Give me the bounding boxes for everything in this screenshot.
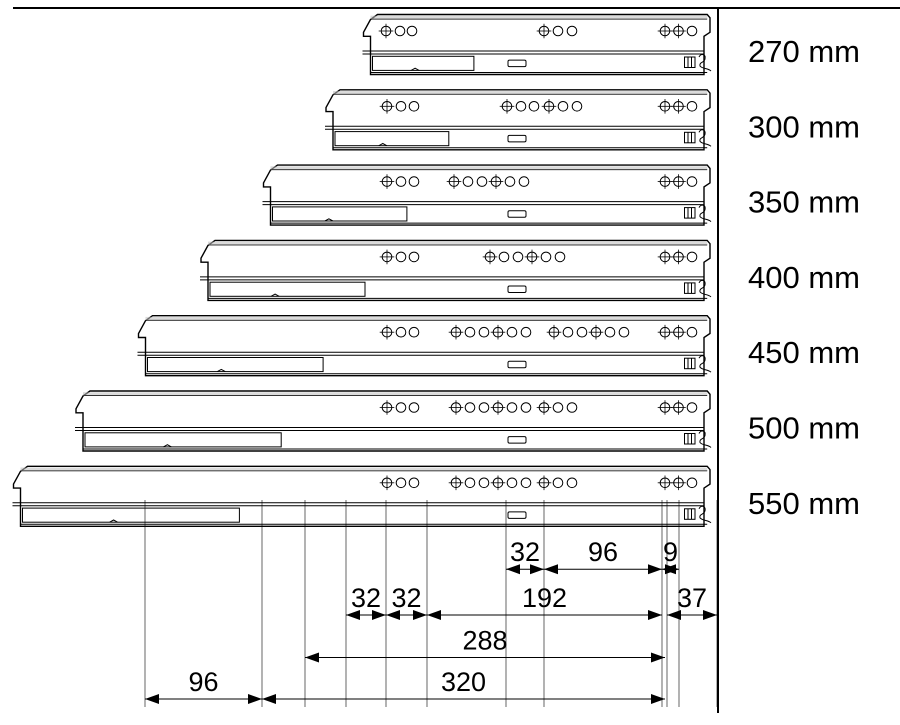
svg-text:500 mm: 500 mm [748, 411, 860, 446]
svg-text:350 mm: 350 mm [748, 185, 860, 220]
svg-text:32: 32 [510, 537, 540, 567]
svg-text:9: 9 [663, 537, 678, 567]
svg-text:37: 37 [677, 583, 707, 613]
svg-text:400 mm: 400 mm [748, 260, 860, 295]
svg-text:192: 192 [522, 583, 567, 613]
svg-text:450 mm: 450 mm [748, 335, 860, 370]
svg-text:320: 320 [441, 667, 486, 697]
svg-text:32: 32 [391, 583, 421, 613]
svg-text:96: 96 [188, 667, 218, 697]
svg-text:550 mm: 550 mm [748, 486, 860, 521]
svg-text:300 mm: 300 mm [748, 109, 860, 144]
svg-text:32: 32 [351, 583, 381, 613]
svg-text:96: 96 [588, 537, 618, 567]
svg-text:288: 288 [462, 626, 507, 656]
svg-text:270 mm: 270 mm [748, 34, 860, 69]
